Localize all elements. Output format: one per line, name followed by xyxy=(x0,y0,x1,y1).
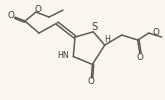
Text: O: O xyxy=(34,5,41,14)
Text: H: H xyxy=(104,34,110,44)
Text: O: O xyxy=(152,28,159,36)
Text: O: O xyxy=(136,53,143,62)
Text: HN: HN xyxy=(58,52,69,60)
Text: O: O xyxy=(8,11,14,20)
Text: O: O xyxy=(88,77,95,86)
Text: S: S xyxy=(92,22,98,32)
